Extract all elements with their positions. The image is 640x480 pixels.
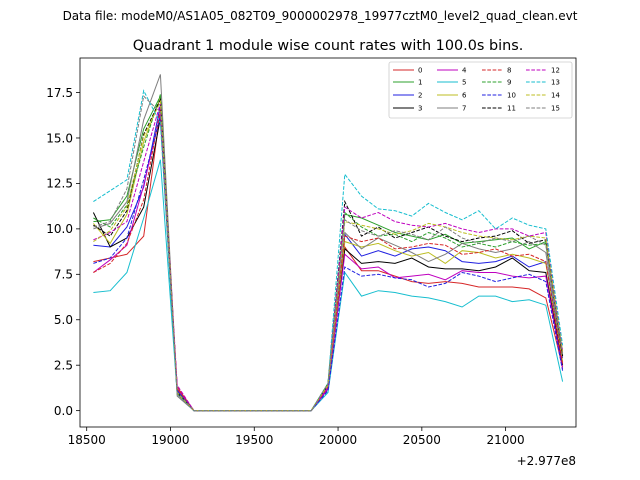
legend-label-4: 4 bbox=[462, 67, 467, 75]
plot-area bbox=[92, 74, 564, 412]
x-axis: 18500 19000 19500 20000 20500 21000 bbox=[68, 427, 525, 447]
x-axis-offset-label: +2.977e8 bbox=[517, 454, 576, 468]
x-tick-label: 18500 bbox=[68, 433, 106, 447]
series-line-14 bbox=[93, 99, 564, 412]
legend-label-6: 6 bbox=[462, 92, 467, 100]
legend-label-5: 5 bbox=[462, 79, 466, 87]
y-axis: 0.0 2.5 5.0 7.5 10.0 12.5 15.0 17.5 bbox=[46, 86, 80, 418]
y-tick-label: 7.5 bbox=[54, 268, 73, 282]
y-tick-label: 10.0 bbox=[46, 222, 73, 236]
legend-box bbox=[388, 61, 573, 119]
legend-label-9: 9 bbox=[507, 79, 511, 87]
series-line-5 bbox=[93, 159, 564, 412]
legend-label-12: 12 bbox=[551, 67, 560, 75]
legend-label-3: 3 bbox=[418, 105, 422, 113]
y-tick-label: 12.5 bbox=[46, 177, 73, 191]
legend-label-13: 13 bbox=[551, 79, 560, 87]
series-line-12 bbox=[93, 103, 564, 412]
x-tick-label: 21000 bbox=[487, 433, 525, 447]
y-tick-label: 15.0 bbox=[46, 131, 73, 145]
x-tick-label: 20000 bbox=[319, 433, 357, 447]
series-line-15 bbox=[93, 95, 564, 412]
axes-frame bbox=[79, 57, 577, 428]
x-tick-label: 19500 bbox=[235, 433, 273, 447]
y-tick-label: 5.0 bbox=[54, 313, 73, 327]
legend-label-2: 2 bbox=[418, 92, 422, 100]
legend-label-10: 10 bbox=[507, 92, 516, 100]
legend-label-11: 11 bbox=[507, 105, 516, 113]
legend-label-8: 8 bbox=[507, 67, 511, 75]
legend-label-0: 0 bbox=[418, 67, 422, 75]
legend-label-15: 15 bbox=[551, 105, 560, 113]
legend-label-1: 1 bbox=[418, 79, 422, 87]
legend-label-7: 7 bbox=[462, 105, 466, 113]
y-tick-label: 17.5 bbox=[46, 86, 73, 100]
y-tick-label: 2.5 bbox=[54, 358, 73, 372]
legend-label-14: 14 bbox=[551, 92, 560, 100]
y-tick-label: 0.0 bbox=[54, 404, 73, 418]
chart-title: Quadrant 1 module wise count rates with … bbox=[133, 38, 524, 54]
x-tick-label: 20500 bbox=[403, 433, 441, 447]
x-tick-label: 19000 bbox=[151, 433, 189, 447]
data-file-suptitle: Data file: modeM0/AS1A05_082T09_90000029… bbox=[63, 9, 578, 23]
